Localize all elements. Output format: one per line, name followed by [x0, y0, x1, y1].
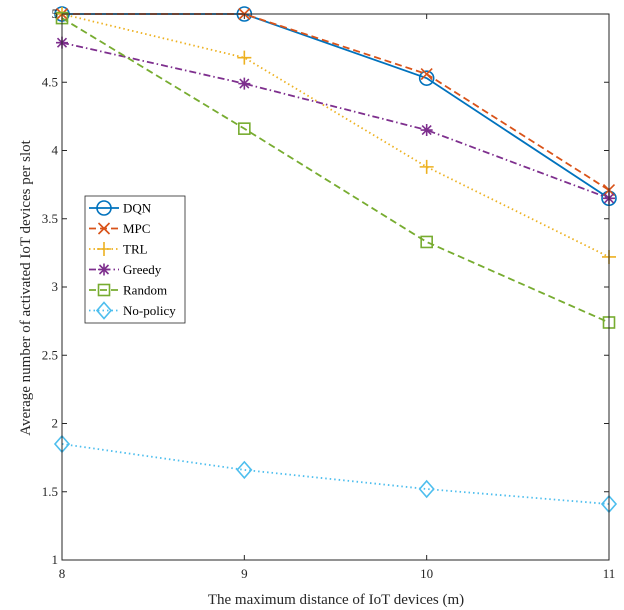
data-point [419, 159, 434, 174]
y-tick-label: 2 [52, 416, 59, 431]
data-point [418, 479, 435, 499]
legend-entry: Greedy [89, 262, 162, 277]
legend-entry: No-policy [89, 301, 176, 320]
data-point [236, 460, 253, 480]
y-tick-label: 3.5 [42, 211, 58, 226]
legend-label: DQN [123, 201, 152, 216]
legend-label: MPC [123, 221, 150, 236]
series-line [61, 13, 610, 258]
data-point [418, 70, 435, 86]
y-tick-label: 5 [52, 6, 59, 21]
data-point [237, 50, 252, 65]
legend-entry: TRL [89, 242, 148, 257]
y-tick-label: 4.5 [42, 74, 58, 89]
legend-entry: DQN [89, 200, 152, 216]
plot-frame [61, 13, 610, 561]
data-point [420, 67, 433, 81]
x-tick-label: 10 [420, 566, 433, 581]
legend-label: Random [123, 283, 167, 298]
x-axis-label: The maximum distance of IoT devices (m) [208, 592, 464, 608]
x-tick-label: 8 [59, 566, 66, 581]
legend-label: Greedy [123, 262, 162, 277]
y-axis-label: Average number of activated IoT devices … [18, 139, 34, 435]
x-tick-label: 11 [603, 566, 616, 581]
legend-marker [96, 200, 112, 216]
y-tick-label: 3 [52, 279, 59, 294]
legend-marker [97, 242, 111, 256]
legend-marker [97, 222, 111, 235]
series-line [61, 443, 610, 505]
data-point [420, 124, 433, 137]
data-point [238, 122, 251, 135]
y-tick-label: 4 [52, 143, 59, 158]
legend-label: No-policy [123, 303, 176, 318]
legend-marker [95, 301, 113, 320]
legend: DQN MPC TRL Greedy Random No-policy [84, 195, 186, 324]
y-tick-label: 1 [52, 552, 59, 567]
y-tick-label: 2.5 [42, 347, 58, 362]
legend-entry: Random [89, 283, 167, 298]
legend-entry: MPC [89, 221, 150, 236]
legend-label: TRL [123, 242, 148, 257]
series-line [61, 41, 610, 200]
data-point [420, 235, 433, 249]
series-line [61, 17, 610, 324]
x-tick-label: 9 [241, 566, 248, 581]
legend-marker [97, 283, 111, 297]
legend-box [84, 195, 186, 324]
data-point [238, 77, 251, 90]
legend-marker [98, 263, 110, 276]
y-tick-label: 1.5 [42, 484, 58, 499]
